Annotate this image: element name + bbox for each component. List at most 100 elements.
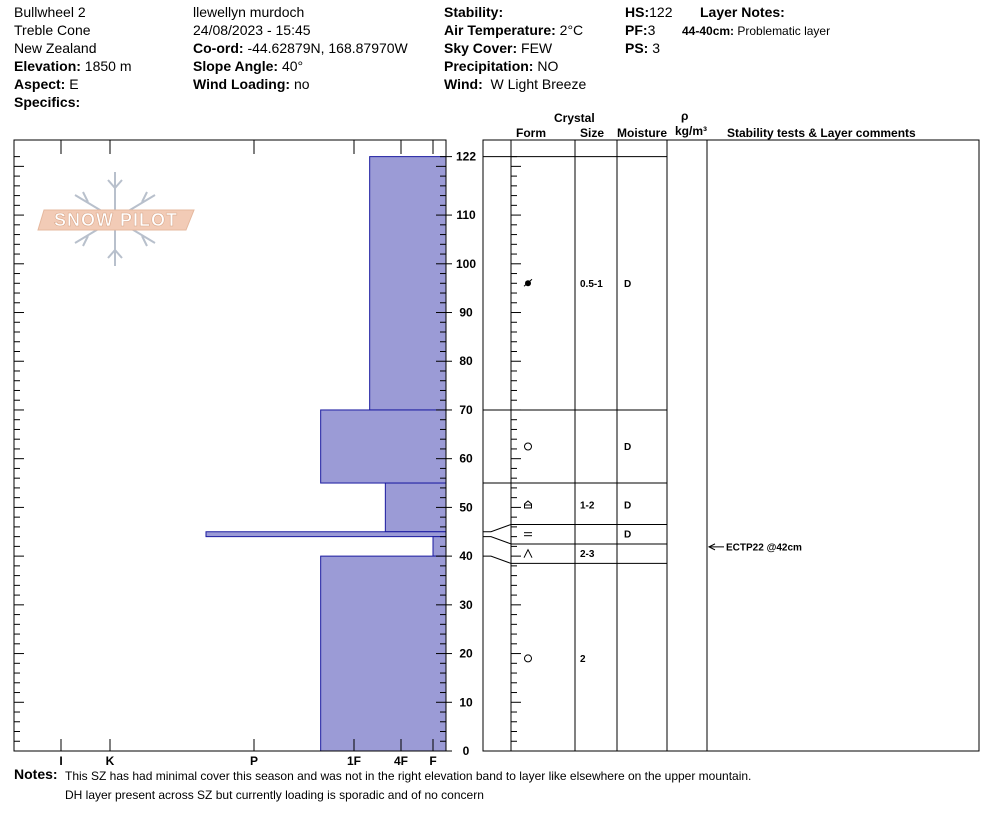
moisture-value: D bbox=[624, 500, 631, 511]
size-header: Size bbox=[580, 126, 605, 140]
strat-boundary-connector bbox=[483, 555, 512, 564]
form-header: Form bbox=[516, 126, 546, 140]
precip-label: Precipitation: bbox=[444, 58, 534, 74]
hardness-layer-bar bbox=[320, 555, 447, 752]
stability-test-label: ECTP22 @42cm bbox=[726, 542, 802, 553]
crystal-size-value: 2-3 bbox=[580, 549, 595, 560]
height-tick-label: 30 bbox=[459, 598, 473, 612]
hardness-tick-label: 4F bbox=[394, 754, 408, 768]
layer-note: 44-40cm: Problematic layer bbox=[682, 23, 830, 39]
rounded-grains-icon bbox=[524, 442, 532, 451]
slope-value: 40° bbox=[281, 58, 304, 74]
wind-value: W Light Breeze bbox=[490, 76, 587, 92]
hs-value: 122 bbox=[649, 4, 673, 20]
notes-label: Notes: bbox=[14, 766, 58, 782]
layer-notes-title: Layer Notes: bbox=[700, 4, 785, 20]
logo-text: SNOW PILOT bbox=[54, 210, 178, 230]
layer-note-text: Problematic layer bbox=[737, 24, 831, 38]
elevation-row: Elevation: 1850 m bbox=[14, 58, 132, 74]
notes-line-1: This SZ has had minimal cover this seaso… bbox=[65, 769, 752, 783]
height-tick-label: 40 bbox=[459, 549, 473, 563]
rho-header: ρ bbox=[681, 109, 689, 123]
coord-value: -44.62879N, 168.87970W bbox=[247, 40, 408, 56]
wind-loading-value: no bbox=[293, 76, 310, 92]
area-name: Treble Cone bbox=[14, 22, 91, 38]
elevation-value: 1850 m bbox=[84, 58, 132, 74]
height-tick-label: 70 bbox=[459, 403, 473, 417]
hardness-plot-frame bbox=[13, 139, 447, 752]
wind-loading-row: Wind Loading: no bbox=[193, 76, 310, 92]
depth-hoar-icon bbox=[523, 548, 533, 558]
moisture-header: Moisture bbox=[617, 126, 668, 140]
height-tick-label: 0 bbox=[463, 744, 470, 758]
slope-row: Slope Angle: 40° bbox=[193, 58, 303, 74]
faceted-crystals-icon bbox=[524, 500, 532, 509]
ps-value: 3 bbox=[652, 40, 661, 56]
hardness-tick-label: 1F bbox=[347, 754, 361, 768]
wind-label: Wind: bbox=[444, 76, 483, 92]
stability-label: Stability: bbox=[444, 4, 504, 20]
air-temp-row: Air Temperature: 2°C bbox=[444, 22, 583, 38]
snow-pilot-logo: SNOW PILOT bbox=[37, 172, 195, 266]
ps-row: PS: 3 bbox=[625, 40, 660, 56]
ps-label: PS: bbox=[625, 40, 649, 56]
observation-datetime: 24/08/2023 - 15:45 bbox=[193, 22, 311, 38]
aspect-value: E bbox=[69, 76, 79, 92]
moisture-value: D bbox=[624, 442, 631, 453]
hardness-tick-label: F bbox=[429, 754, 436, 768]
coord-row: Co-ord: -44.62879N, 168.87970W bbox=[193, 40, 408, 56]
wind-row: Wind: W Light Breeze bbox=[444, 76, 586, 92]
hs-label: HS: bbox=[625, 4, 650, 20]
air-temp-label: Air Temperature: bbox=[444, 22, 556, 38]
elevation-label: Elevation: bbox=[14, 58, 81, 74]
height-tick-label: 90 bbox=[459, 306, 473, 320]
hs-row: HS:122 bbox=[625, 4, 672, 20]
sky-row: Sky Cover: FEW bbox=[444, 40, 552, 56]
stratigraphy-table: 0.5-1 D D 1-2 D D 2-3 2 ECTP22 @42cm bbox=[482, 139, 980, 752]
density-unit-header: kg/m³ bbox=[675, 124, 708, 138]
wind-loading-label: Wind Loading: bbox=[193, 76, 291, 92]
height-tick-label: 60 bbox=[459, 452, 473, 466]
comments-frame bbox=[706, 139, 980, 752]
pf-label: PF: bbox=[625, 22, 648, 38]
rounded-grains-icon bbox=[524, 654, 532, 663]
height-tick-label: 100 bbox=[456, 257, 476, 271]
country-name: New Zealand bbox=[14, 40, 97, 56]
height-tick-label: 20 bbox=[459, 647, 473, 661]
comments-header: Stability tests & Layer comments bbox=[727, 126, 916, 140]
layer-note-range: 44-40cm: bbox=[682, 24, 735, 38]
precip-row: Precipitation: NO bbox=[444, 58, 558, 74]
height-tick-label: 10 bbox=[459, 695, 473, 709]
axes: I K P 1F 4F F 0 10 20 30 40 50 60 70 80 90 100 110 122 bbox=[13, 139, 521, 768]
strat-boundary-connector bbox=[483, 536, 512, 545]
air-temp-value: 2°C bbox=[559, 22, 584, 38]
height-tick-label: 110 bbox=[456, 208, 476, 222]
height-tick-label: 122 bbox=[456, 150, 476, 164]
observer-name: llewellyn murdoch bbox=[193, 4, 305, 20]
moisture-value: D bbox=[624, 279, 631, 290]
height-tick-label: 80 bbox=[459, 354, 473, 368]
sky-value: FEW bbox=[521, 40, 553, 56]
coord-label: Co-ord: bbox=[193, 40, 244, 56]
hardness-tick-label: I bbox=[59, 754, 62, 768]
pf-row: PF:3 bbox=[625, 22, 655, 38]
precip-value: NO bbox=[537, 58, 559, 74]
slope-label: Slope Angle: bbox=[193, 58, 279, 74]
crystal-size-value: 1-2 bbox=[580, 500, 595, 511]
crystal-size-value: 2 bbox=[580, 654, 586, 665]
hardness-layer-bar bbox=[369, 156, 447, 411]
height-tick-label: 50 bbox=[459, 500, 473, 514]
hardness-layer-bar bbox=[320, 409, 447, 484]
decomposing-fragments-icon bbox=[523, 278, 533, 287]
specifics-label: Specifics: bbox=[14, 94, 81, 110]
hardness-layers bbox=[205, 156, 447, 752]
site-name: Bullwheel 2 bbox=[14, 4, 86, 20]
notes-line-2: DH layer present across SZ but currently… bbox=[65, 788, 484, 802]
hardness-tick-label: P bbox=[250, 754, 258, 768]
pf-value: 3 bbox=[647, 22, 656, 38]
crystal-size-value: 0.5-1 bbox=[580, 279, 603, 290]
sky-label: Sky Cover: bbox=[444, 40, 518, 56]
hardness-tick-label: K bbox=[106, 754, 115, 768]
hardness-layer-bar bbox=[205, 531, 447, 538]
